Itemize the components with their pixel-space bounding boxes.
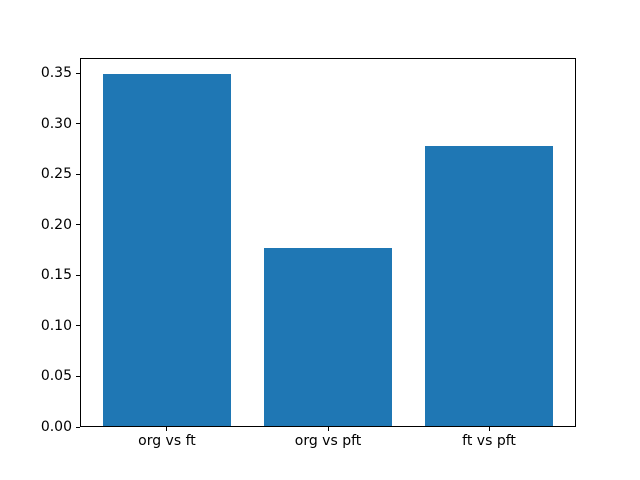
y-tick-label: 0.05: [40, 368, 72, 385]
y-tick-mark: [76, 274, 80, 276]
x-tick-mark: [488, 427, 490, 431]
y-tick-mark: [76, 325, 80, 327]
y-tick-mark: [76, 72, 80, 74]
y-tick-mark: [76, 224, 80, 226]
bar-ft-vs-pft: [424, 145, 554, 426]
x-tick-mark: [166, 427, 168, 431]
bar-org-vs-pft: [263, 248, 393, 426]
y-tick-mark: [76, 426, 80, 428]
plot-area: [80, 58, 576, 427]
y-tick-label: 0.20: [40, 216, 72, 233]
y-tick-mark: [76, 375, 80, 377]
y-tick-label: 0.15: [40, 267, 72, 284]
y-tick-label: 0.35: [40, 65, 72, 82]
x-tick-label: ft vs pft: [462, 433, 516, 449]
y-tick-mark: [76, 173, 80, 175]
x-tick-mark: [327, 427, 329, 431]
y-tick-label: 0.30: [40, 115, 72, 132]
y-tick-label: 0.10: [40, 317, 72, 334]
x-tick-label: org vs ft: [138, 433, 196, 449]
bar-org-vs-ft: [102, 74, 232, 426]
y-tick-label: 0.00: [40, 419, 72, 435]
y-tick-label: 0.25: [40, 166, 72, 183]
x-tick-label: org vs pft: [294, 433, 362, 449]
y-tick-mark: [76, 123, 80, 125]
